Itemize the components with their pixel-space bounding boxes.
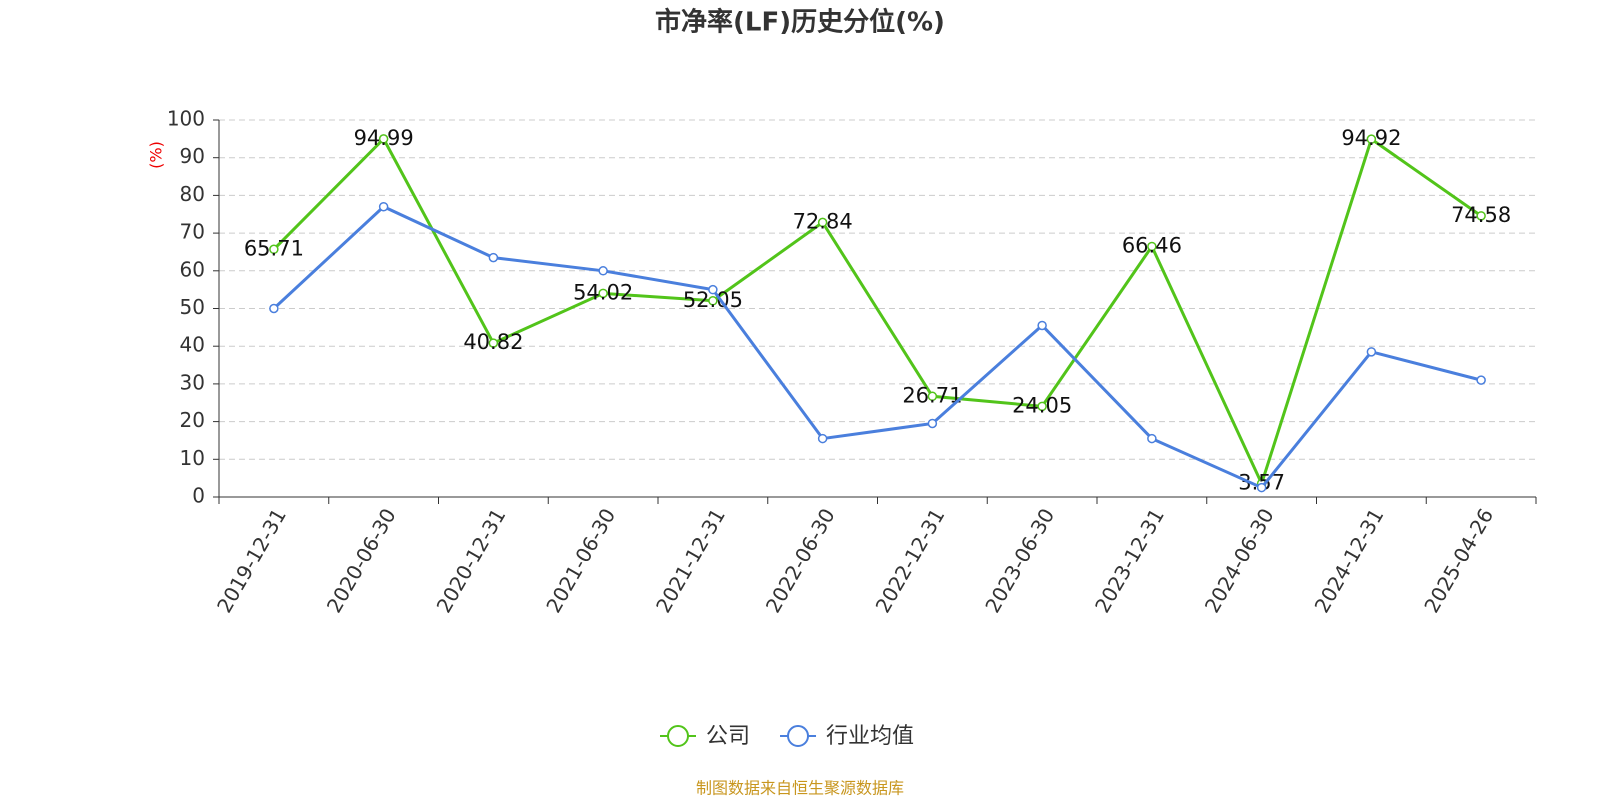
y-tick-label: 20 [180,408,205,432]
data-label: 26.71 [902,383,962,407]
data-point [708,284,718,295]
data-point [927,391,938,402]
data-label: 65.71 [244,236,304,260]
data-point [1037,320,1047,331]
data-point [378,201,389,212]
data-point [598,266,608,276]
legend-label: 公司 [706,724,750,749]
data-label: 40.82 [463,330,523,354]
data-label: 54.02 [573,280,633,304]
data-label: 94.92 [1341,126,1401,150]
x-tick-label: 2025-04-26 [1419,504,1498,617]
data-point [1366,347,1377,357]
data-label: 66.46 [1122,233,1182,257]
x-tick-label: 2021-12-31 [651,504,730,617]
data-label: 94.99 [354,126,414,150]
data-label: 72.84 [793,209,853,233]
x-tick-label: 2019-12-31 [212,504,291,617]
y-tick-label: 40 [180,333,205,357]
x-tick-label: 2020-06-30 [322,504,401,617]
data-point [817,217,828,228]
y-axis-label: (%) [147,141,166,169]
legend-marker [667,725,689,747]
data-point [1147,241,1157,252]
data-point [378,134,389,144]
x-tick-label: 2023-12-31 [1090,504,1169,617]
series-line [272,204,1482,490]
data-point [1476,211,1486,221]
y-tick-label: 0 [192,484,205,508]
data-label: 24.05 [1012,393,1072,417]
data-point [598,288,608,299]
data-point [817,433,828,444]
data-point [1037,401,1047,412]
data-point [269,303,279,314]
source-note: 制图数据来自恒生聚源数据库 [696,779,904,798]
data-point [927,418,938,429]
data-point [269,244,279,255]
y-tick-label: 30 [180,370,205,394]
data-label: 74.58 [1451,203,1511,227]
x-tick-label: 2021-06-30 [541,504,620,617]
x-tick-label: 2022-12-31 [871,504,950,617]
data-point [488,338,499,348]
x-tick-label: 2024-12-31 [1310,504,1389,617]
y-tick-label: 10 [180,446,205,470]
x-tick-label: 2022-06-30 [761,504,840,617]
y-tick-label: 90 [180,144,205,168]
data-point [708,296,718,306]
x-tick-label: 2020-12-31 [432,504,511,617]
data-point [1366,134,1377,144]
y-tick-label: 50 [180,295,205,319]
data-point [488,252,499,263]
data-point [1147,433,1157,444]
y-tick-label: 100 [167,107,205,131]
legend-label: 行业均值 [826,724,914,749]
y-tick-label: 70 [180,220,205,244]
legend-marker [787,725,810,747]
x-tick-label: 2024-06-30 [1200,504,1279,617]
chart-title: 市净率(LF)历史分位(%) [655,7,945,38]
y-tick-label: 60 [180,257,205,281]
data-point [1476,375,1486,385]
data-point [1256,482,1267,493]
x-tick-label: 2023-06-30 [980,504,1059,617]
y-tick-label: 80 [180,182,205,206]
series-line [272,136,1482,488]
